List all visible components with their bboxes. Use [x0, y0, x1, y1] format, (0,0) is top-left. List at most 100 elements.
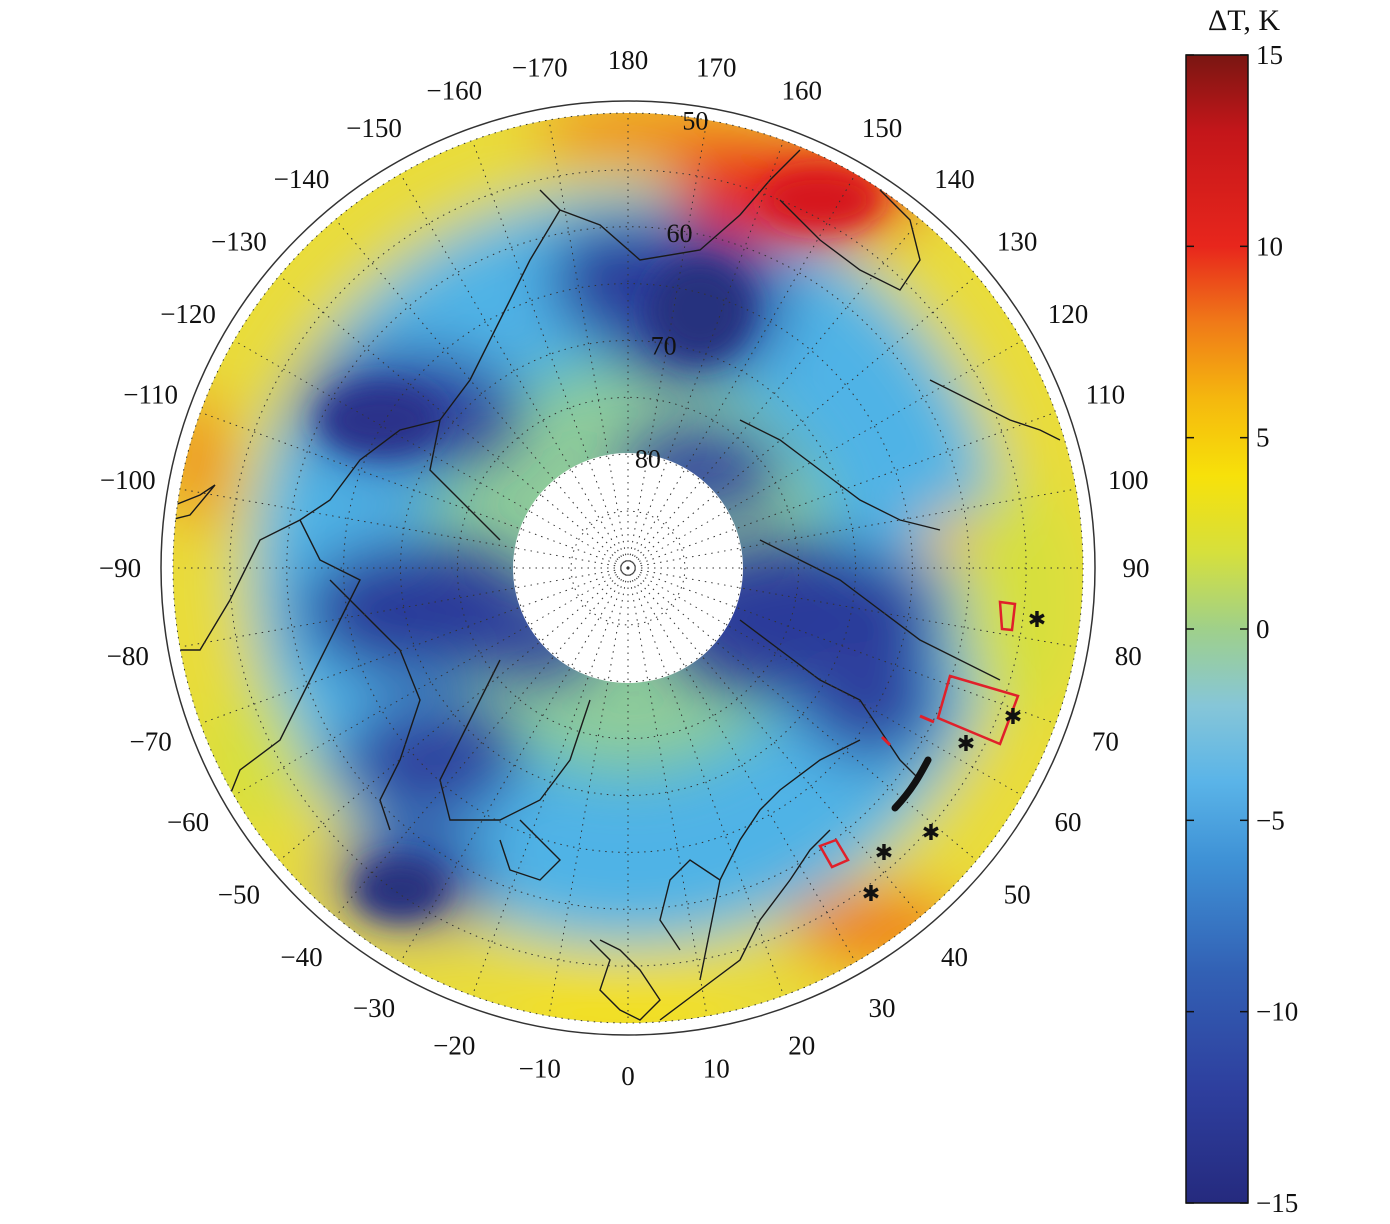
- meridian-line: [627, 567, 856, 963]
- meridian-line: [279, 275, 629, 569]
- longitude-label: 130: [997, 226, 1038, 256]
- longitude-label: −150: [346, 113, 402, 143]
- longitude-label: 80: [1115, 641, 1142, 671]
- longitude-label: −70: [130, 727, 172, 757]
- colorbar-ticks: 15 10 5 0 −5 −10 −15: [1186, 40, 1298, 1218]
- longitude-label: 10: [703, 1053, 730, 1083]
- meridian-line: [627, 119, 708, 569]
- meridian-line: [335, 567, 629, 917]
- parallel-line: [456, 396, 800, 740]
- meridian-line: [627, 340, 1023, 569]
- meridian-line: [627, 411, 1056, 569]
- longitude-label: 100: [1108, 465, 1149, 495]
- longitude-label: −110: [123, 379, 178, 409]
- black-star-marker: ✱: [862, 882, 880, 907]
- longitude-label: 50: [1004, 880, 1031, 910]
- longitude-label: −160: [426, 76, 482, 106]
- longitude-label: 60: [1054, 807, 1081, 837]
- coast-bering: [539, 149, 801, 261]
- meridian-line: [627, 275, 977, 569]
- parallel-line: [286, 226, 970, 910]
- meridian-line: [335, 219, 629, 569]
- meridian-line: [233, 567, 629, 796]
- black-star-marker: ✱: [1028, 608, 1046, 633]
- black-star-marker: ✱: [922, 821, 940, 846]
- latitude-label: 60: [666, 219, 692, 248]
- longitude-label: −170: [512, 53, 568, 83]
- longitude-label: 170: [696, 53, 737, 83]
- black-star-marker: ✱: [957, 732, 975, 757]
- longitude-label: −80: [107, 641, 149, 671]
- parallel-line: [343, 283, 913, 853]
- red-tick-marker: [880, 735, 892, 747]
- longitude-label: 180: [608, 45, 649, 75]
- colorbar-tick-label: 15: [1256, 40, 1283, 70]
- graticule: [172, 112, 1084, 1024]
- black-star-marker: ✱: [875, 841, 893, 866]
- longitude-label: 70: [1092, 727, 1119, 757]
- longitude-label: 150: [862, 113, 903, 143]
- longitude-label: −60: [167, 807, 209, 837]
- parallel-line: [172, 112, 1084, 1024]
- meridian-line: [179, 567, 629, 648]
- meridian-line: [279, 567, 629, 861]
- meridian-line: [548, 119, 629, 569]
- latitude-labels: 50 60 70 80: [635, 106, 708, 473]
- parallel-line: [570, 510, 686, 626]
- meridian-line: [400, 173, 629, 569]
- latitude-label: 80: [635, 444, 661, 473]
- longitude-label: 20: [788, 1030, 815, 1060]
- parallel-line: [400, 340, 856, 796]
- observation-markers: ✱ ✱ ✱ ✱ ✱ ✱: [818, 600, 1046, 907]
- longitude-label: −20: [433, 1030, 475, 1060]
- colorbar-tick-label: −5: [1256, 805, 1285, 835]
- longitude-label: 160: [781, 76, 822, 106]
- longitude-label: −120: [160, 299, 216, 329]
- longitude-label: −100: [100, 465, 156, 495]
- meridian-line: [627, 567, 708, 1017]
- longitude-label: 0: [621, 1061, 635, 1091]
- longitude-label: −50: [218, 880, 260, 910]
- colorbar-scale: [1185, 54, 1249, 1204]
- longitude-label: −140: [274, 164, 330, 194]
- meridian-line: [233, 340, 629, 569]
- longitude-label: −130: [211, 226, 267, 256]
- meridian-line: [627, 219, 921, 569]
- meridian-line: [627, 567, 1023, 796]
- longitude-label: 120: [1048, 299, 1089, 329]
- meridian-line: [400, 567, 629, 963]
- colorbar-tick-label: 5: [1256, 423, 1270, 453]
- red-box-marker: [998, 600, 1017, 632]
- colorbar: ΔT, K 15 10 5 0 −5 −10 −15: [1185, 4, 1298, 1218]
- temperature-anomaly-field: [173, 113, 1083, 1023]
- red-box-marker: [936, 674, 1020, 746]
- longitude-labels: 180 1701601501401301201101009080706050403…: [99, 45, 1150, 1091]
- colorbar-title: ΔT, K: [1208, 4, 1280, 37]
- longitude-label: 110: [1086, 379, 1126, 409]
- latitude-label: 50: [682, 106, 708, 135]
- colorbar-tick-label: 0: [1256, 614, 1270, 644]
- parallel-line: [513, 453, 743, 683]
- meridian-line: [627, 567, 921, 917]
- colorbar-tick-label: 10: [1256, 231, 1283, 261]
- longitude-label: 30: [869, 993, 896, 1023]
- coastlines: [173, 149, 1061, 1021]
- meridian-line: [627, 488, 1077, 569]
- red-box-marker: [818, 838, 850, 869]
- black-star-marker: ✱: [1004, 705, 1022, 730]
- black-track-marker: [891, 756, 932, 812]
- colorbar-tick-label: −10: [1256, 997, 1298, 1027]
- parallel-line: [229, 169, 1027, 967]
- colorbar-tick-label: −15: [1256, 1188, 1298, 1218]
- longitude-label: −30: [353, 993, 395, 1023]
- longitude-label: 90: [1123, 553, 1150, 583]
- latitude-label: 70: [651, 332, 677, 361]
- longitude-label: −10: [519, 1053, 561, 1083]
- longitude-label: 40: [941, 942, 968, 972]
- longitude-label: −90: [99, 553, 141, 583]
- longitude-label: −40: [280, 942, 322, 972]
- red-tick-marker: [919, 714, 935, 724]
- longitude-label: 140: [934, 164, 975, 194]
- meridian-line: [627, 567, 977, 861]
